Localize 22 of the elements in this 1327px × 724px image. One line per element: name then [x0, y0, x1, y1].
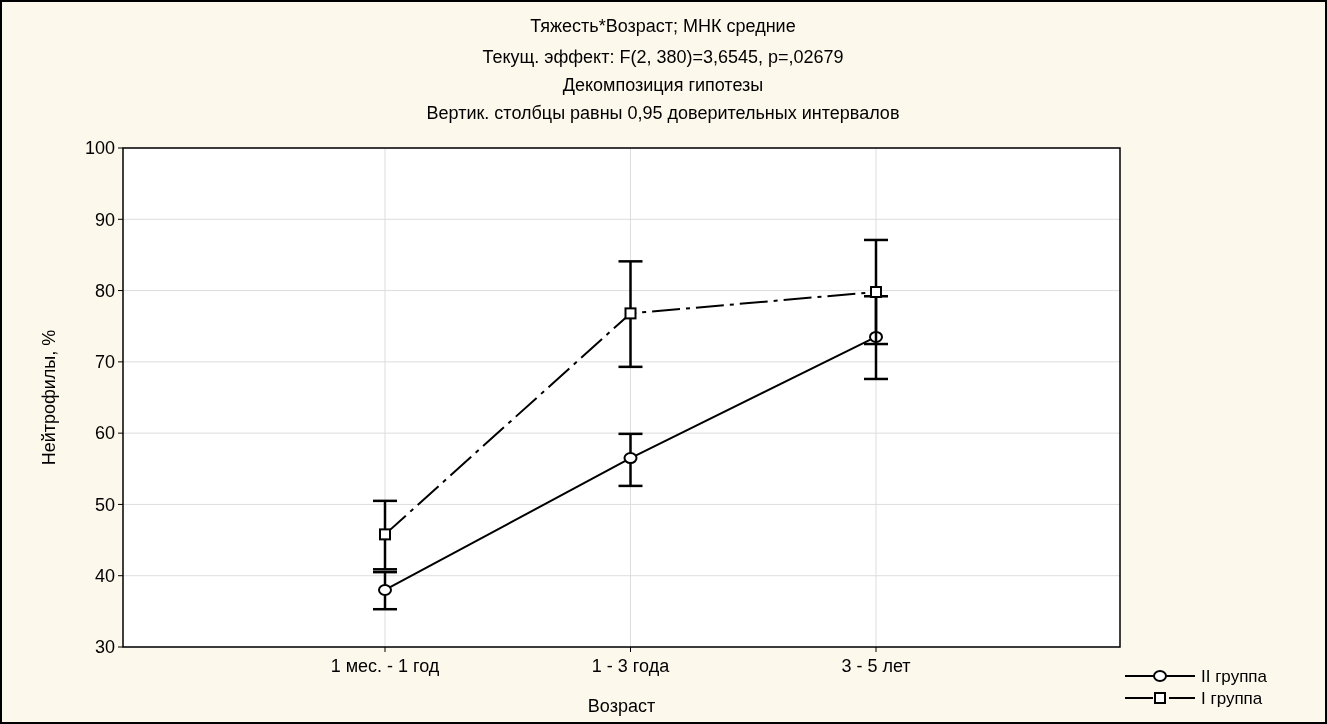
legend-label: I группа — [1201, 688, 1263, 708]
y-tick-label: 70 — [94, 352, 115, 373]
point — [379, 528, 391, 541]
y-tick-label: 60 — [94, 423, 115, 444]
x-tick-label: 1 - 3 года — [591, 656, 671, 676]
y-tick-label: 100 — [84, 138, 115, 159]
y-tick-label: 90 — [94, 209, 115, 230]
legend-label: II группа — [1201, 666, 1268, 686]
chart-title: Тяжесть*Возраст; МНК средние — [530, 16, 796, 36]
chart-subtitle: Текущ. эффект: F(2, 380)=3,6545, p=,02679 Декомпозиция гипотезы Вертик. столбцы равны 0,95 доверительных интервалов — [426, 47, 900, 123]
y-tick-label: 50 — [94, 494, 115, 515]
point — [624, 307, 637, 320]
point — [623, 452, 638, 465]
y-tick-label: 40 — [94, 566, 115, 587]
y-axis-title: Нейтрофилы, % — [39, 329, 59, 466]
x-tick-label: 3 - 5 лет — [841, 656, 911, 676]
point — [378, 583, 392, 596]
y-tick-label: 30 — [94, 637, 115, 658]
x-tick-label: 1 мес. - 1 год — [330, 656, 440, 676]
point — [870, 286, 882, 298]
y-tick-label: 80 — [94, 280, 115, 301]
x-axis-title: Возраст — [587, 696, 656, 716]
